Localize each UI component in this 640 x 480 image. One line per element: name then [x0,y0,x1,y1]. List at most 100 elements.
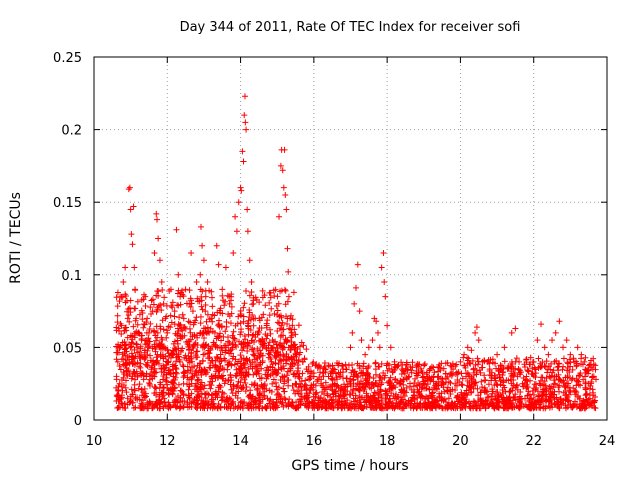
data-point [585,396,592,403]
data-point [118,322,125,329]
data-point [423,393,430,400]
data-point [240,313,247,320]
data-point [226,293,233,300]
data-point [590,392,597,399]
data-point [540,392,547,399]
data-point [352,284,359,291]
data-point [151,390,158,397]
data-point [252,334,259,341]
data-point [501,400,508,407]
data-point [512,325,519,332]
data-point [193,279,200,286]
data-point [292,381,299,388]
data-point [532,366,539,373]
data-point [251,356,258,363]
data-point [337,387,344,394]
data-point [393,395,400,402]
data-point [202,394,209,401]
data-point [134,329,141,336]
data-point [144,340,151,347]
data-point [578,405,585,412]
data-point [508,329,515,336]
data-point [188,403,195,410]
data-point [199,242,206,249]
data-point [314,364,321,371]
data-point [115,393,122,400]
data-point [267,326,274,333]
data-point [454,371,461,378]
data-point [241,333,248,340]
data-point [514,373,521,380]
data-point [219,310,226,317]
data-point [170,340,177,347]
data-point [121,401,128,408]
data-point [280,184,287,191]
data-point [243,126,250,133]
data-point [225,358,232,365]
data-point [583,391,590,398]
data-point [564,364,571,371]
data-point [241,300,248,307]
data-point [224,397,231,404]
data-point [261,292,268,299]
data-point [499,369,506,376]
data-point [151,250,158,257]
data-point [567,389,574,396]
data-point [347,375,354,382]
data-point [247,326,254,333]
data-point [222,328,229,335]
data-point [459,382,466,389]
data-point [134,298,141,305]
data-point [369,337,376,344]
data-point [246,405,253,412]
data-point [270,287,277,294]
data-point [530,391,537,398]
data-point [122,341,129,348]
data-point [177,293,184,300]
data-point [390,403,397,410]
data-point [563,337,570,344]
data-point [430,384,437,391]
data-point [202,293,209,300]
data-point [140,324,147,331]
data-point [368,385,375,392]
data-point [545,351,552,358]
data-point [298,383,305,390]
data-point [356,387,363,394]
y-tick-label: 0.1 [61,269,82,284]
data-point [221,380,228,387]
data-point [113,356,120,363]
data-point [373,318,380,325]
data-point [299,358,306,365]
data-point [387,374,394,381]
data-point [493,381,500,388]
data-point [351,300,358,307]
data-point [452,386,459,393]
data-point [458,370,465,377]
data-point [283,206,290,213]
data-point [174,337,181,344]
data-point [174,325,181,332]
data-point [256,317,263,324]
data-point [470,365,477,372]
data-point [302,377,309,384]
data-point [275,361,282,368]
data-point [322,398,329,405]
data-point [549,404,556,411]
data-point [169,299,176,306]
data-point [131,387,138,394]
data-point [129,391,136,398]
data-point [473,402,480,409]
data-point [226,403,233,410]
data-point [137,345,144,352]
data-point [232,341,239,348]
data-point [229,332,236,339]
data-point [255,398,262,405]
data-point [291,353,298,360]
data-point [172,369,179,376]
data-point [252,315,259,322]
data-point [590,355,597,362]
data-point [560,355,567,362]
data-point [289,322,296,329]
data-point [349,329,356,336]
